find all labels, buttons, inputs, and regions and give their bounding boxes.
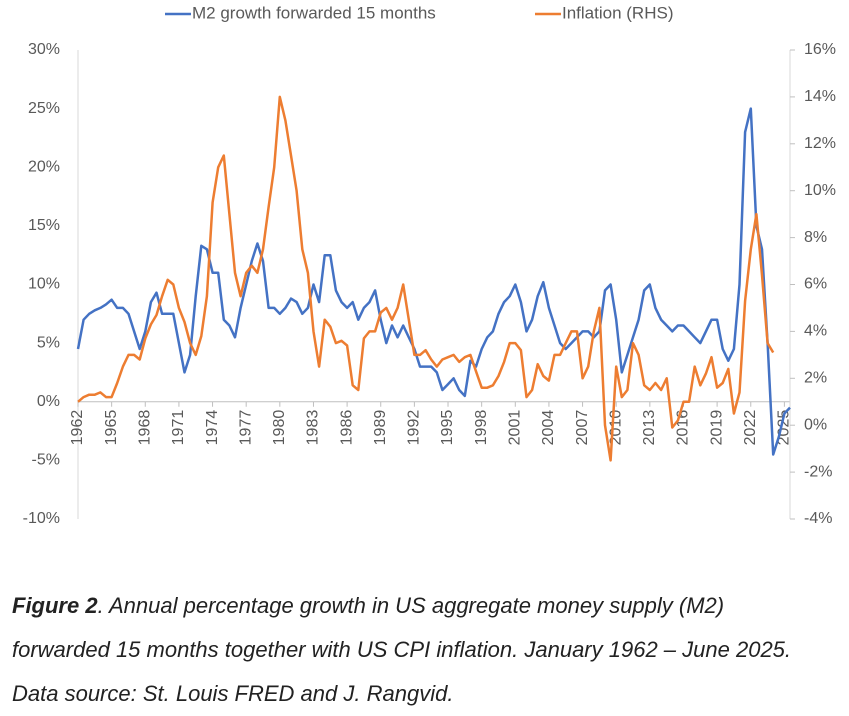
x-tick-label: 1977 [237,410,254,446]
x-tick-label: 1989 [372,410,389,446]
x-tick-label: 1962 [69,410,86,446]
series-line [76,107,791,456]
y2-tick-label: 2% [804,370,827,387]
x-tick-label: 1998 [473,410,490,446]
x-tick-label: 1983 [305,410,322,446]
y-tick-label: 5% [37,334,60,351]
x-tick-label: 1980 [271,410,288,446]
y2-tick-label: 16% [804,41,836,58]
caption-text: . Annual percentage growth in US aggrega… [12,593,792,706]
y2-tick-label: 12% [804,135,836,152]
y-tick-label: 0% [37,393,60,410]
y-tick-label: -5% [32,452,60,469]
y2-tick-label: 4% [804,323,827,340]
y2-tick-label: 10% [804,182,836,199]
x-tick-label: 2022 [742,410,759,446]
x-tick-label: 2019 [708,410,725,446]
y2-tick-label: 6% [804,276,827,293]
y2-tick-label: -2% [804,463,832,480]
caption: Figure 2. Annual percentage growth in US… [12,584,812,716]
x-tick-label: 1995 [439,410,456,446]
y-tick-label: 30% [28,41,60,58]
x-tick-label: 1968 [136,410,153,446]
x-tick-label: 2004 [540,410,557,446]
x-tick-label: 2016 [675,410,692,446]
x-tick-label: 2010 [607,410,624,446]
legend-label: Inflation (RHS) [562,3,673,22]
y2-tick-label: 0% [804,416,827,433]
y-tick-label: 10% [28,276,60,293]
y-tick-label: -10% [23,510,60,527]
y2-tick-label: 14% [804,88,836,105]
y-tick-label: 20% [28,158,60,175]
x-tick-label: 2007 [574,410,591,446]
x-tick-label: 1974 [204,410,221,446]
y-tick-label: 25% [28,100,60,117]
legend-label: M2 growth forwarded 15 months [192,3,436,22]
chart: -10% -5% 0% 5% 10% 15% 20% 25% 30% -4% -2% 0% 2% 4% 6%… [23,3,836,527]
x-tick-label: 2001 [507,410,524,446]
x-tick-label: 1992 [406,410,423,446]
x-tick-label: 1965 [103,410,120,446]
series-line [77,95,775,462]
x-tick-label: 2013 [641,410,658,446]
y2-tick-label: 8% [804,229,827,246]
y2-tick-label: -4% [804,510,832,527]
x-tick-label: 1986 [338,410,355,446]
y-tick-label: 15% [28,217,60,234]
caption-label: Figure 2 [12,593,98,618]
x-tick-label: 1971 [170,410,187,446]
